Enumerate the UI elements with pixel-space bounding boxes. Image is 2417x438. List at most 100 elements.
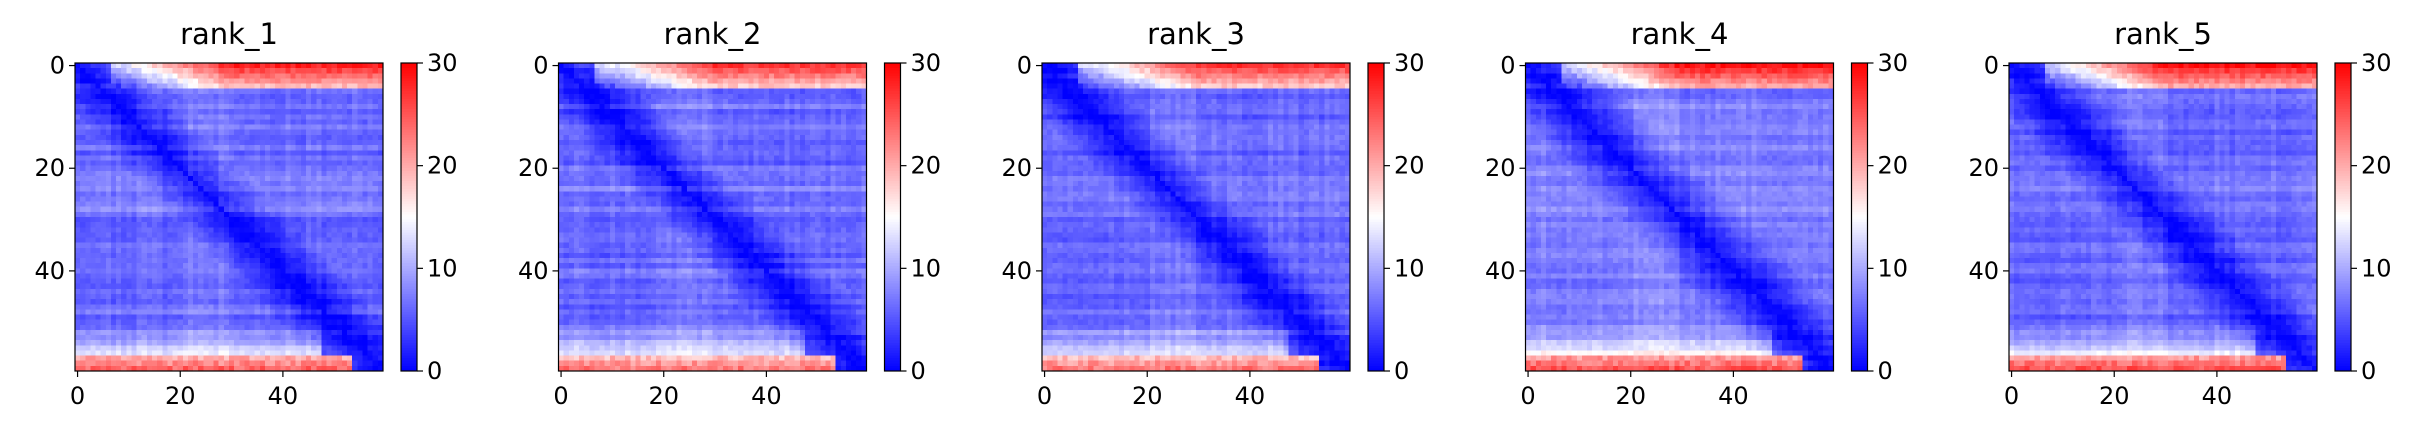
- heatmap-cell: [126, 356, 131, 361]
- heatmap-cell: [748, 119, 753, 124]
- heatmap-cell: [718, 135, 723, 140]
- heatmap-cell: [373, 361, 378, 366]
- heatmap-cell: [285, 73, 290, 78]
- heatmap-cell: [198, 350, 203, 355]
- heatmap-cell: [85, 361, 90, 366]
- heatmap-cell: [121, 294, 126, 299]
- heatmap-cell: [316, 176, 321, 181]
- heatmap-cell: [198, 99, 203, 104]
- heatmap-cell: [291, 315, 296, 320]
- heatmap-cell: [707, 119, 712, 124]
- heatmap-cell: [605, 114, 610, 119]
- heatmap-cell: [342, 335, 347, 340]
- heatmap-cell: [142, 345, 147, 350]
- heatmap-cell: [208, 84, 213, 89]
- heatmap-cell: [337, 345, 342, 350]
- heatmap-cell: [605, 140, 610, 145]
- heatmap-cell: [285, 320, 290, 325]
- heatmap-cell: [183, 253, 188, 258]
- heatmap-cell: [121, 258, 126, 263]
- heatmap-cell: [321, 268, 326, 273]
- heatmap-cell: [682, 78, 687, 83]
- heatmap-cell: [321, 104, 326, 109]
- heatmap-cell: [106, 315, 111, 320]
- heatmap-cell: [229, 361, 234, 366]
- heatmap-cell: [769, 63, 774, 68]
- colorbar-step: [401, 348, 417, 351]
- heatmap-cell: [352, 191, 357, 196]
- heatmap-cell: [646, 130, 651, 135]
- heatmap-cell: [75, 73, 80, 78]
- heatmap-cell: [584, 68, 589, 73]
- heatmap-cell: [790, 140, 795, 145]
- heatmap-cell: [193, 320, 198, 325]
- heatmap-cell: [137, 217, 142, 222]
- heatmap-cell: [167, 202, 172, 207]
- heatmap-cell: [152, 309, 157, 314]
- heatmap-cell: [80, 212, 85, 217]
- heatmap-cell: [800, 68, 805, 73]
- heatmap-cell: [250, 299, 255, 304]
- heatmap-cell: [255, 161, 260, 166]
- heatmap-cell: [779, 104, 784, 109]
- heatmap-cell: [815, 155, 820, 160]
- heatmap-cell: [75, 84, 80, 89]
- heatmap-cell: [846, 68, 851, 73]
- heatmap-cell: [321, 145, 326, 150]
- heatmap-cell: [250, 140, 255, 145]
- heatmap-cell: [80, 150, 85, 155]
- heatmap-cell: [229, 304, 234, 309]
- heatmap-cell: [651, 84, 656, 89]
- heatmap-cell: [564, 130, 569, 135]
- heatmap-cell: [116, 284, 121, 289]
- heatmap-cell: [362, 78, 367, 83]
- heatmap-cell: [147, 304, 152, 309]
- heatmap-cell: [332, 268, 337, 273]
- heatmap-cell: [111, 340, 116, 345]
- heatmap-cell: [147, 258, 152, 263]
- heatmap-cell: [193, 299, 198, 304]
- heatmap-cell: [178, 299, 183, 304]
- heatmap-cell: [769, 114, 774, 119]
- heatmap-cell: [75, 125, 80, 130]
- heatmap-cell: [784, 140, 789, 145]
- heatmap-cell: [244, 294, 249, 299]
- heatmap-cell: [75, 78, 80, 83]
- heatmap-cell: [162, 73, 167, 78]
- heatmap-cell: [280, 212, 285, 217]
- heatmap-cell: [75, 94, 80, 99]
- heatmap-cell: [636, 150, 641, 155]
- heatmap-cell: [810, 104, 815, 109]
- heatmap-cell: [250, 340, 255, 345]
- heatmap-cell: [106, 166, 111, 171]
- heatmap-cell: [131, 232, 136, 237]
- heatmap-cell: [147, 325, 152, 330]
- heatmap-cell: [137, 299, 142, 304]
- heatmap-cell: [244, 104, 249, 109]
- heatmap-cell: [800, 78, 805, 83]
- heatmap-cell: [116, 176, 121, 181]
- heatmap-cell: [255, 273, 260, 278]
- heatmap-cell: [137, 279, 142, 284]
- heatmap-cell: [101, 171, 106, 176]
- heatmap-cell: [589, 78, 594, 83]
- colorbar-step: [401, 148, 417, 151]
- heatmap-cell: [178, 217, 183, 222]
- heatmap-cell: [90, 315, 95, 320]
- heatmap-cell: [198, 119, 203, 124]
- heatmap-cell: [121, 299, 126, 304]
- heatmap-cell: [224, 161, 229, 166]
- heatmap-cell: [106, 104, 111, 109]
- heatmap-cell: [784, 130, 789, 135]
- heatmap-cell: [620, 73, 625, 78]
- heatmap-cell: [316, 330, 321, 335]
- heatmap-cell: [342, 258, 347, 263]
- heatmap-cell: [769, 130, 774, 135]
- heatmap-cell: [157, 232, 162, 237]
- heatmap-cell: [239, 238, 244, 243]
- heatmap-cell: [147, 320, 152, 325]
- colorbar-tick-label: 30: [427, 49, 458, 77]
- heatmap-cell: [193, 186, 198, 191]
- heatmap-cell: [193, 191, 198, 196]
- heatmap-cell: [80, 248, 85, 253]
